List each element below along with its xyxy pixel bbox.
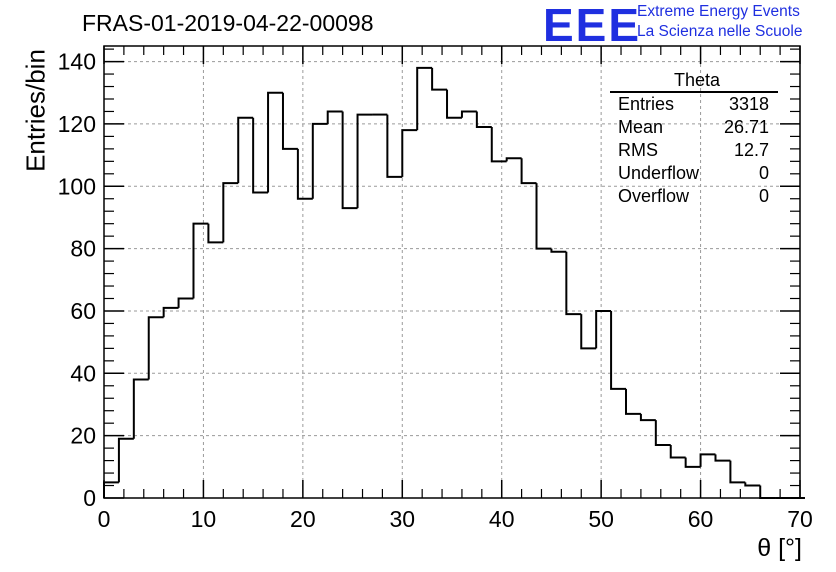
x-axis-label: θ [°]	[757, 534, 802, 562]
stats-label: Mean	[618, 117, 664, 137]
stats-value: 26.71	[723, 117, 769, 137]
stats-label: Entries	[618, 94, 675, 114]
histogram-bin	[401, 129, 418, 177]
stats-value: 0	[758, 186, 769, 206]
histogram-bin	[341, 111, 358, 210]
plot-frame	[103, 45, 801, 499]
histogram-bin	[311, 122, 328, 199]
y-tick-label: 60	[70, 298, 96, 324]
histogram-bin	[103, 481, 119, 498]
y-tick-label: 140	[58, 49, 96, 75]
histogram-bin	[356, 113, 373, 209]
chart-title: FRAS-01-2019-04-22-00098	[82, 10, 374, 36]
histogram-bin	[475, 111, 492, 129]
logo-caption-line2: La Scienza nelle Scuole	[637, 23, 803, 40]
y-tick-label: 40	[70, 360, 96, 386]
stats-value: 0	[758, 163, 769, 183]
x-tick-label: 60	[688, 506, 714, 532]
histogram-bin	[699, 453, 716, 467]
histogram-bin	[416, 66, 433, 131]
x-tick-label: 20	[290, 506, 316, 532]
histogram-bin	[639, 413, 656, 422]
histogram-bin	[580, 314, 597, 350]
y-tick-label: 120	[58, 111, 96, 137]
y-tick-label: 100	[58, 173, 96, 199]
histogram-bin	[177, 297, 194, 308]
x-tick-label: 50	[588, 506, 614, 532]
y-axis-label: Entries/bin	[20, 49, 51, 172]
stats-row-overflow: Overflow 0	[610, 185, 778, 208]
histogram-bin	[729, 460, 746, 484]
histogram-bin	[550, 248, 567, 253]
histogram-bin	[296, 148, 313, 200]
x-tick-label: 70	[787, 506, 813, 532]
stats-row-entries: Entries 3318	[610, 93, 778, 116]
eee-logo: EEE	[543, 0, 642, 51]
histogram-bin	[132, 378, 149, 439]
logo-caption: Extreme Energy Events La Scienza nelle S…	[637, 2, 802, 42]
histogram-bin	[654, 420, 671, 447]
histogram-bin	[490, 127, 507, 163]
stats-row-underflow: Underflow 0	[610, 162, 778, 185]
stats-label: Overflow	[618, 186, 690, 206]
histogram-bin	[535, 183, 552, 250]
histogram-bin	[460, 110, 477, 118]
y-tick-label: 80	[70, 236, 96, 262]
histogram-bin	[386, 114, 403, 178]
x-tick-label: 0	[98, 506, 111, 532]
histogram-bin	[222, 182, 239, 243]
histogram-bin	[192, 222, 209, 299]
histogram-bin	[162, 306, 179, 318]
histogram-bin	[669, 445, 686, 459]
stats-label: RMS	[618, 140, 658, 160]
histogram-bin	[267, 91, 283, 193]
axis-ticks	[103, 46, 801, 499]
tick-labels: 0 10 20 30 40 50 60 70 0 20 40 60 80 100 120 140	[58, 49, 813, 532]
stats-label: Underflow	[618, 163, 700, 183]
stats-value: 12.7	[733, 140, 769, 160]
stats-row-rms: RMS 12.7	[610, 139, 778, 162]
histogram-bin	[326, 110, 343, 124]
stats-value: 3318	[728, 94, 769, 114]
stats-row-mean: Mean 26.71	[610, 116, 778, 139]
histogram-bin	[684, 457, 701, 468]
histogram-bin	[207, 223, 224, 244]
grid-lines	[104, 46, 800, 498]
y-tick-label: 20	[70, 423, 96, 449]
histogram-bin	[252, 117, 269, 194]
histogram-bin	[117, 437, 134, 483]
histogram-bin	[147, 316, 164, 380]
histogram-bin	[744, 482, 761, 487]
histogram-bin	[505, 157, 522, 162]
histogram-bin	[431, 67, 448, 91]
histogram-bin	[759, 485, 776, 499]
histogram-bin	[565, 251, 582, 316]
histogram-bin	[610, 310, 626, 390]
histogram-bin	[446, 89, 462, 119]
histogram-bin	[714, 454, 731, 462]
x-tick-label: 30	[389, 506, 415, 532]
logo-caption-line1: Extreme Energy Events	[637, 3, 800, 20]
x-tick-label: 40	[489, 506, 515, 532]
histogram-bin	[625, 388, 641, 415]
x-tick-label: 10	[191, 506, 217, 532]
histogram-bin	[520, 158, 537, 185]
y-tick-label: 0	[83, 485, 96, 511]
stats-title: Theta	[610, 70, 778, 93]
histogram-bin	[237, 116, 254, 184]
histogram-bin	[281, 92, 298, 150]
stats-box: Theta Entries 3318 Mean 26.71 RMS 12.7 U…	[610, 70, 778, 208]
histogram-bin	[595, 309, 612, 349]
